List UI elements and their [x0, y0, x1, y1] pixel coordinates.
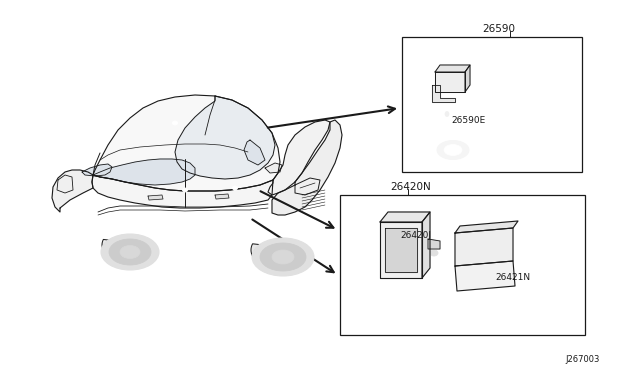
- Polygon shape: [380, 222, 422, 278]
- Ellipse shape: [432, 137, 474, 163]
- Ellipse shape: [252, 238, 314, 276]
- Polygon shape: [422, 212, 430, 278]
- Ellipse shape: [173, 121, 177, 125]
- Polygon shape: [455, 261, 515, 291]
- Ellipse shape: [444, 113, 450, 123]
- Text: 26420N: 26420N: [390, 182, 431, 192]
- Ellipse shape: [272, 250, 294, 264]
- Text: J267003: J267003: [565, 356, 600, 365]
- Polygon shape: [455, 221, 518, 233]
- Polygon shape: [82, 164, 112, 176]
- Polygon shape: [92, 175, 273, 208]
- Polygon shape: [52, 170, 93, 212]
- Polygon shape: [215, 194, 229, 199]
- Ellipse shape: [445, 112, 449, 116]
- Text: 26590: 26590: [482, 24, 515, 34]
- Ellipse shape: [444, 144, 462, 155]
- Ellipse shape: [109, 239, 151, 265]
- Text: 26420J: 26420J: [400, 231, 431, 240]
- Polygon shape: [268, 120, 330, 195]
- Ellipse shape: [232, 186, 237, 190]
- Ellipse shape: [260, 243, 306, 271]
- Text: 26590E: 26590E: [451, 115, 485, 125]
- Polygon shape: [265, 163, 282, 173]
- Polygon shape: [428, 239, 440, 249]
- Polygon shape: [432, 85, 455, 102]
- Ellipse shape: [430, 250, 438, 256]
- Polygon shape: [435, 65, 470, 72]
- Bar: [340, 195, 585, 335]
- Polygon shape: [465, 65, 470, 92]
- Polygon shape: [175, 96, 275, 179]
- Polygon shape: [251, 244, 314, 270]
- Polygon shape: [435, 72, 465, 92]
- Bar: [402, 37, 582, 172]
- Polygon shape: [385, 228, 417, 272]
- Polygon shape: [93, 95, 280, 191]
- Polygon shape: [455, 228, 513, 266]
- Polygon shape: [244, 140, 265, 165]
- Polygon shape: [380, 212, 430, 222]
- Text: 26421N: 26421N: [495, 273, 530, 282]
- Ellipse shape: [120, 246, 140, 259]
- Ellipse shape: [437, 141, 469, 160]
- Ellipse shape: [182, 188, 188, 192]
- Polygon shape: [57, 175, 73, 193]
- Polygon shape: [148, 195, 163, 200]
- Polygon shape: [93, 159, 195, 185]
- Polygon shape: [295, 178, 320, 195]
- Polygon shape: [102, 240, 157, 263]
- Ellipse shape: [101, 234, 159, 270]
- Polygon shape: [272, 120, 342, 215]
